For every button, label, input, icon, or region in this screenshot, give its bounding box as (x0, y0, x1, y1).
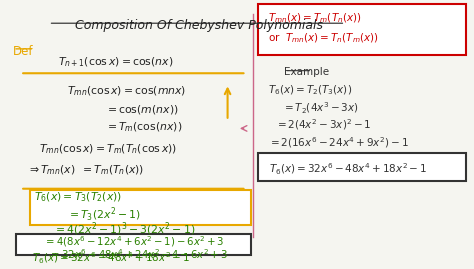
Text: $= 2(16x^6-24x^4+9x^2)-1$: $= 2(16x^6-24x^4+9x^2)-1$ (268, 135, 409, 150)
Text: or  $T_{mn}(x) = T_n(T_m(x))$: or $T_{mn}(x) = T_n(T_m(x))$ (268, 31, 378, 44)
Text: $T_{n+1}(\cos x) = \cos(nx)$: $T_{n+1}(\cos x) = \cos(nx)$ (58, 55, 173, 69)
Text: $= T_m(\cos(nx))$: $= T_m(\cos(nx))$ (105, 121, 182, 134)
Text: $= \cos(m(nx))$: $= \cos(m(nx))$ (105, 103, 179, 116)
FancyBboxPatch shape (258, 4, 465, 55)
Text: $T_6(x)= 32x^6-48x^4+18x^2-1$: $T_6(x)= 32x^6-48x^4+18x^2-1$ (269, 162, 427, 177)
Text: $T_{mn}(x) = T_m(T_n(x))$: $T_{mn}(x) = T_m(T_n(x))$ (268, 12, 361, 25)
Text: $= 32x^6-48x^4+24x^2-4-6x^2+3$: $= 32x^6-48x^4+24x^2-4-6x^2+3$ (48, 247, 228, 261)
Text: $= T_2(4x^3-3x)$: $= T_2(4x^3-3x)$ (282, 100, 358, 116)
FancyBboxPatch shape (258, 153, 465, 181)
FancyBboxPatch shape (16, 234, 251, 256)
Text: $= 4(2x^2-1)^3 - 3(2x^2-1)$: $= 4(2x^2-1)^3 - 3(2x^2-1)$ (53, 220, 196, 238)
Text: $\Rightarrow T_{mn}(x) \;\;= T_m(T_n(x))$: $\Rightarrow T_{mn}(x) \;\;= T_m(T_n(x))… (27, 163, 145, 177)
Text: $T_6(x) = T_2(T_3(x))$: $T_6(x) = T_2(T_3(x))$ (268, 83, 352, 97)
Text: $T_{mn}(\cos x) = T_m(T_n(\cos x))$: $T_{mn}(\cos x) = T_m(T_n(\cos x))$ (39, 143, 177, 156)
Text: Composition Of Chebyshev Polynomials: Composition Of Chebyshev Polynomials (75, 19, 323, 32)
Text: $= 4(8x^6-12x^4+6x^2-1) - 6x^2+3$: $= 4(8x^6-12x^4+6x^2-1) - 6x^2+3$ (44, 234, 224, 249)
Text: Def: Def (13, 45, 34, 58)
Text: Example: Example (284, 67, 329, 77)
Text: $T_6(x) = T_3(T_2(x))$: $T_6(x) = T_3(T_2(x))$ (35, 190, 122, 204)
Text: $T_{mn}(\cos x)  = \cos(mnx)$: $T_{mn}(\cos x) = \cos(mnx)$ (67, 85, 187, 98)
Text: $= 2(4x^2-3x)^2 - 1$: $= 2(4x^2-3x)^2 - 1$ (275, 117, 371, 132)
FancyBboxPatch shape (30, 190, 251, 225)
Text: $T_6(x) = 32x^6 - 48x^4 + 18x^2 - 1$: $T_6(x) = 32x^6 - 48x^4 + 18x^2 - 1$ (32, 251, 191, 266)
Text: $= T_3(2x^2-1)$: $= T_3(2x^2-1)$ (67, 206, 141, 224)
